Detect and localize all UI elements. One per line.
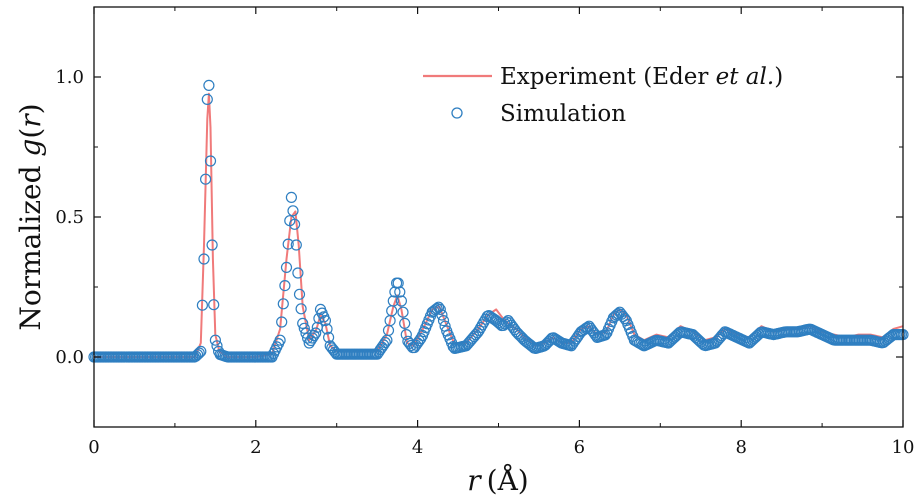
simulation-point <box>302 332 314 344</box>
simulation-point <box>599 329 611 341</box>
simulation-point <box>298 322 310 334</box>
simulation-point <box>395 295 407 307</box>
simulation-point <box>289 218 301 230</box>
simulation-series <box>88 79 909 363</box>
simulation-point <box>192 349 204 361</box>
simulation-point <box>209 334 221 346</box>
simulation-point <box>198 253 210 265</box>
x-tick-label: 8 <box>735 437 746 458</box>
x-tick-label: 4 <box>412 437 423 458</box>
simulation-point <box>392 277 404 289</box>
simulation-point <box>274 334 286 346</box>
simulation-point <box>295 303 307 315</box>
simulation-point <box>276 316 288 328</box>
y-tick-label: 0.5 <box>55 207 84 228</box>
simulation-point <box>203 79 215 92</box>
simulation-point <box>436 309 448 321</box>
simulation-point <box>287 205 299 217</box>
simulation-point <box>200 173 212 185</box>
simulation-point <box>208 299 220 311</box>
simulation-point <box>195 345 207 357</box>
simulation-point <box>321 323 333 335</box>
x-tick-label: 10 <box>892 437 915 458</box>
simulation-point <box>397 306 409 318</box>
simulation-point <box>290 239 302 251</box>
y-tick-label: 0.0 <box>55 347 84 368</box>
simulation-point <box>379 336 391 349</box>
simulation-point <box>323 331 335 343</box>
simulation-point <box>206 239 218 251</box>
simulation-point <box>399 317 411 329</box>
x-tick-label: 2 <box>250 437 261 458</box>
simulation-point <box>201 93 213 106</box>
simulation-point <box>394 286 406 298</box>
simulation-point <box>285 191 297 203</box>
x-axis-title: r (Å) <box>467 464 528 496</box>
simulation-point <box>280 261 293 273</box>
simulation-point <box>319 315 331 327</box>
simulation-point <box>193 347 205 359</box>
simulation-point <box>196 299 208 311</box>
y-tick-label: 1.0 <box>55 67 84 88</box>
axis-ticks: 0 2 4 6 8 10 0.0 0.5 1.0 <box>55 7 914 458</box>
simulation-point <box>387 295 399 307</box>
simulation-point <box>293 288 306 300</box>
simulation-point <box>433 301 445 313</box>
simulation-point <box>434 303 446 315</box>
legend-simulation-label: Simulation <box>500 101 626 127</box>
simulation-point <box>437 315 450 327</box>
simulation-point <box>277 298 289 310</box>
simulation-point <box>292 267 304 279</box>
simulation-point <box>297 317 309 329</box>
simulation-point <box>282 238 294 250</box>
x-tick-label: 6 <box>574 437 585 458</box>
y-axis-title: Normalized g(r) <box>14 103 47 330</box>
simulation-point <box>204 155 217 167</box>
x-tick-label: 0 <box>88 437 99 458</box>
legend: Experiment (Eder et al.) Simulation <box>423 64 783 127</box>
legend-experiment-label: Experiment (Eder et al.) <box>500 64 783 90</box>
simulation-point <box>619 312 631 325</box>
legend-simulation-marker <box>451 107 463 119</box>
simulation-point <box>279 280 291 292</box>
simulation-point <box>310 327 322 339</box>
